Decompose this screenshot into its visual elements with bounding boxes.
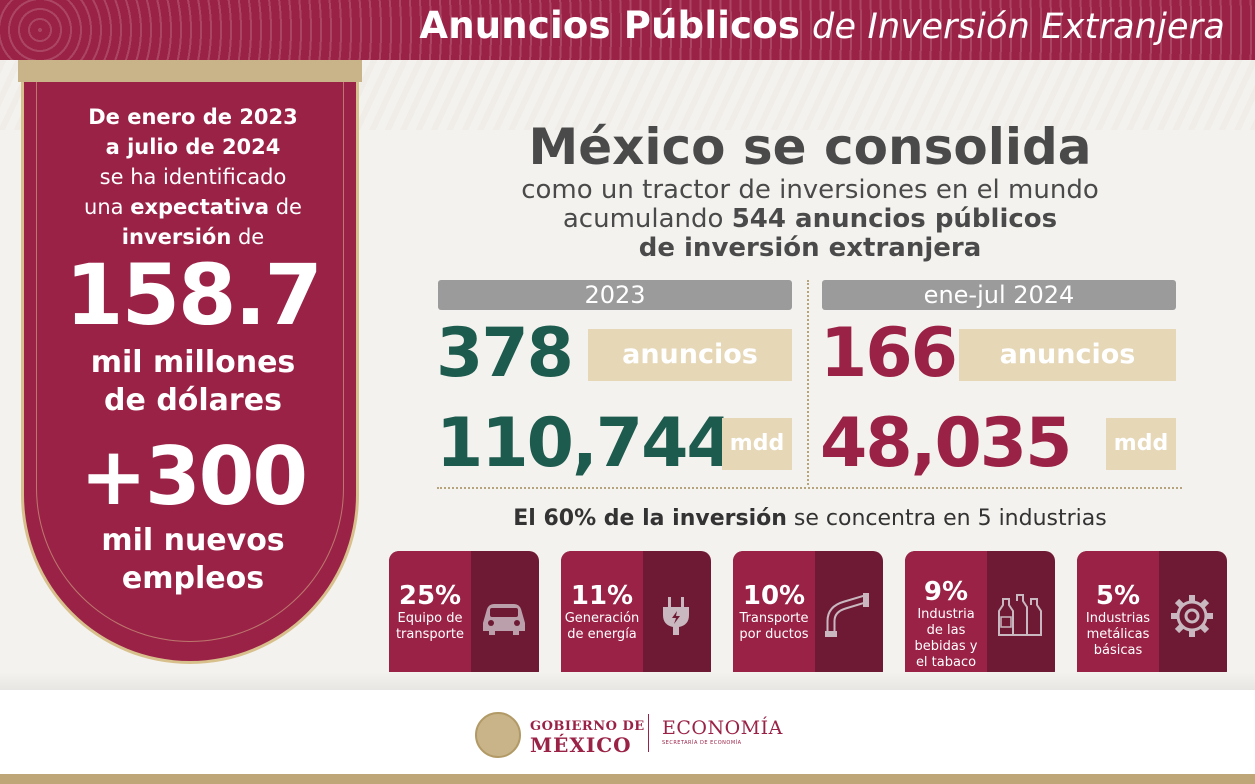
industry-card: 10% Transporte por ductos [733, 551, 883, 681]
investment-unit-line2: de dólares [104, 383, 282, 418]
investment-unit: mil millones de dólares [24, 344, 356, 420]
label-line: metálicas [1086, 627, 1150, 642]
banner-line4-bold: expectativa [130, 195, 270, 219]
amount-2024: 48,035 [820, 404, 1072, 483]
concentration-text: El 60% de la inversión se concentra en 5… [440, 506, 1180, 531]
footer-gold-bar [0, 774, 1255, 784]
card-left-panel [561, 551, 643, 681]
industry-card: 9% Industria de las bebidas y el tabaco [905, 551, 1055, 681]
amount-2024-unit: mdd [1106, 418, 1176, 470]
headline-line2-bold: 544 anuncios públicos [731, 204, 1058, 234]
industry-card: 5% Industrias metálicas básicas [1077, 551, 1227, 681]
header-pattern [0, 0, 1255, 60]
jobs-unit: mil nuevos empleos [24, 522, 356, 598]
headline-title: México se consolida [528, 118, 1092, 176]
label-line: de las [926, 623, 966, 638]
header-banner: Anuncios Públicos de Inversión Extranjer… [0, 0, 1255, 60]
industry-pct: 10% [742, 581, 806, 611]
investment-banner: De enero de 2023 a julio de 2024 se ha i… [18, 60, 362, 665]
label-line: bebidas y [914, 639, 978, 654]
plug-icon [663, 597, 689, 635]
industry-label: Generación de energía [561, 611, 643, 643]
industry-pct: 5% [1095, 581, 1141, 611]
banner-line1: De enero de 2023 [88, 105, 298, 129]
gear-icon [1171, 595, 1213, 637]
pipe-icon [825, 593, 869, 637]
banner-line5-bold: inversión [121, 225, 232, 249]
industry-pct: 11% [570, 581, 634, 611]
banner-line2: a julio de 2024 [105, 135, 281, 159]
banner-inner-border [36, 82, 344, 642]
period-divider [807, 280, 809, 485]
footer: GOBIERNO DE MÉXICO ECONOMÍA SECRETARÍA D… [0, 672, 1255, 784]
label-line: por ductos [739, 627, 809, 642]
investment-unit-line1: mil millones [90, 345, 296, 380]
banner-line3: se ha identificado [99, 165, 287, 189]
industry-card: 25% Equipo de transporte [389, 551, 539, 681]
coat-of-arms-seal [475, 712, 521, 758]
section-divider [437, 487, 1182, 489]
announcements-2023: 378 [436, 314, 574, 393]
banner-intro: De enero de 2023 a julio de 2024 se ha i… [24, 102, 356, 252]
period-2024-label: ene-jul 2024 [822, 280, 1176, 310]
jobs-line2: empleos [121, 561, 265, 596]
title-italic: de Inversión Extranjera [812, 7, 1225, 47]
amount-2023: 110,744 [436, 404, 734, 483]
industry-card: 11% Generación de energía [561, 551, 711, 681]
label-line: Transporte [739, 611, 809, 626]
label-line: Generación [564, 611, 640, 626]
industry-pct: 25% [398, 581, 462, 611]
banner-body: De enero de 2023 a julio de 2024 se ha i… [21, 82, 359, 664]
label-line: básicas [1093, 643, 1143, 658]
label-line: transporte [395, 627, 465, 642]
footer-separator [648, 714, 649, 752]
concentration-rest: se concentra en 5 industrias [786, 506, 1107, 531]
investment-value: 158.7 [65, 246, 323, 344]
industry-label: Industria de las bebidas y el tabaco [905, 607, 987, 671]
label-line: Equipo de [397, 611, 463, 626]
industry-label: Equipo de transporte [389, 611, 471, 643]
headline: México se consolida como un tractor de i… [440, 118, 1180, 263]
industry-pct: 9% [923, 577, 969, 607]
car-icon [483, 604, 525, 635]
label-line: Industrias [1085, 611, 1151, 626]
banner-line4-post: de [269, 195, 302, 219]
industry-label: Industrias metálicas básicas [1077, 611, 1159, 659]
headline-line3: de inversión extranjera [638, 233, 982, 263]
page-title: Anuncios Públicos de Inversión Extranjer… [419, 4, 1225, 47]
jobs-line1: mil nuevos [101, 523, 285, 558]
gobierno-line2: MÉXICO [530, 733, 632, 757]
concentration-bold: El 60% de la inversión [513, 506, 787, 531]
headline-line1: como un tractor de inversiones en el mun… [521, 175, 1099, 205]
label-line: de energía [567, 627, 637, 642]
announcements-2024-label: anuncios [959, 329, 1176, 381]
gobierno-line1: GOBIERNO DE [530, 719, 645, 734]
banner-line5-post: de [231, 225, 265, 249]
announcements-2023-label: anuncios [588, 329, 792, 381]
bottles-icon [998, 594, 1042, 636]
card-left-panel [389, 551, 471, 681]
announcements-2024: 166 [820, 314, 958, 393]
jobs-value: +300 [79, 430, 308, 523]
amount-2023-unit: mdd [722, 418, 792, 470]
headline-line2-pre: acumulando [562, 204, 732, 234]
footer-fade [0, 672, 1255, 690]
economia-sub: SECRETARÍA DE ECONOMÍA [662, 740, 742, 746]
banner-top-bar [18, 60, 362, 82]
card-left-panel [1077, 551, 1159, 681]
label-line: Industria [917, 607, 975, 622]
card-left-panel [733, 551, 815, 681]
title-bold: Anuncios Públicos [419, 4, 801, 47]
card-left-panel [905, 551, 987, 681]
banner-line4-pre: una [84, 195, 131, 219]
economia-label: ECONOMÍA [662, 717, 783, 739]
label-line: el tabaco [915, 655, 977, 670]
industry-label: Transporte por ductos [733, 611, 815, 643]
period-2023-label: 2023 [438, 280, 792, 310]
